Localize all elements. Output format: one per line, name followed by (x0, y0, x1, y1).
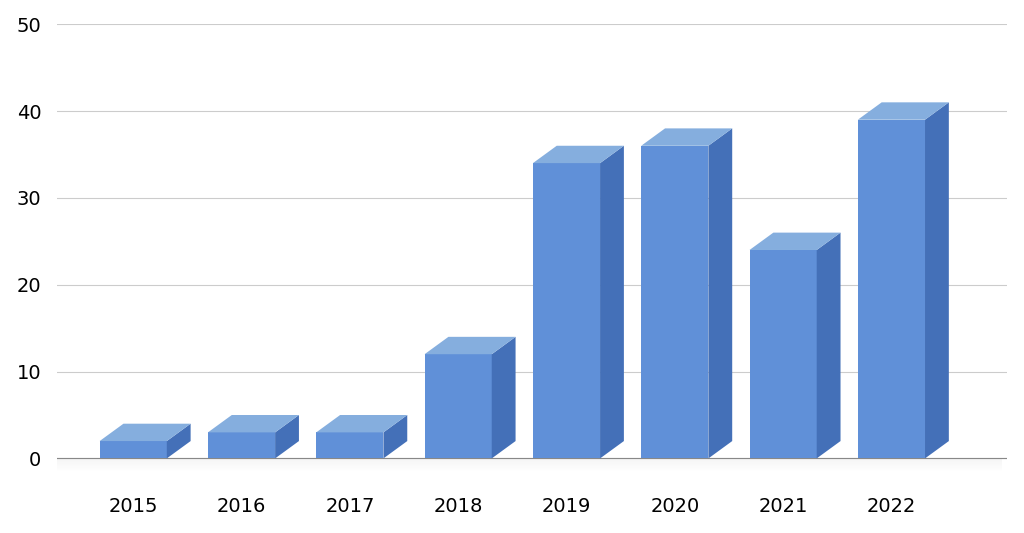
Polygon shape (858, 102, 949, 120)
Polygon shape (750, 232, 841, 250)
Polygon shape (383, 415, 408, 458)
Polygon shape (925, 102, 949, 458)
Bar (858, 120, 925, 458)
Polygon shape (167, 424, 190, 458)
Polygon shape (492, 337, 515, 458)
Bar (57, 466, 1001, 467)
Bar (57, 467, 1001, 468)
Bar (57, 462, 1001, 463)
Bar (57, 459, 1001, 460)
Bar (532, 163, 600, 458)
Polygon shape (600, 146, 624, 458)
Bar (57, 461, 1001, 462)
Bar (57, 465, 1001, 466)
Polygon shape (275, 415, 299, 458)
Bar (57, 470, 1001, 471)
Bar (641, 146, 709, 458)
Bar (99, 441, 167, 458)
Bar (208, 432, 275, 458)
Bar (57, 464, 1001, 465)
Bar (57, 471, 1001, 472)
Polygon shape (709, 128, 732, 458)
Polygon shape (425, 337, 515, 354)
Bar (57, 463, 1001, 464)
Bar (57, 458, 1001, 459)
Bar (57, 468, 1001, 469)
Bar (57, 469, 1001, 470)
Polygon shape (532, 146, 624, 163)
Bar (316, 432, 383, 458)
Polygon shape (99, 424, 190, 441)
Polygon shape (316, 415, 408, 432)
Polygon shape (641, 128, 732, 146)
Polygon shape (817, 232, 841, 458)
Bar (57, 460, 1001, 461)
Bar (750, 250, 817, 458)
Polygon shape (208, 415, 299, 432)
Bar (425, 354, 492, 458)
